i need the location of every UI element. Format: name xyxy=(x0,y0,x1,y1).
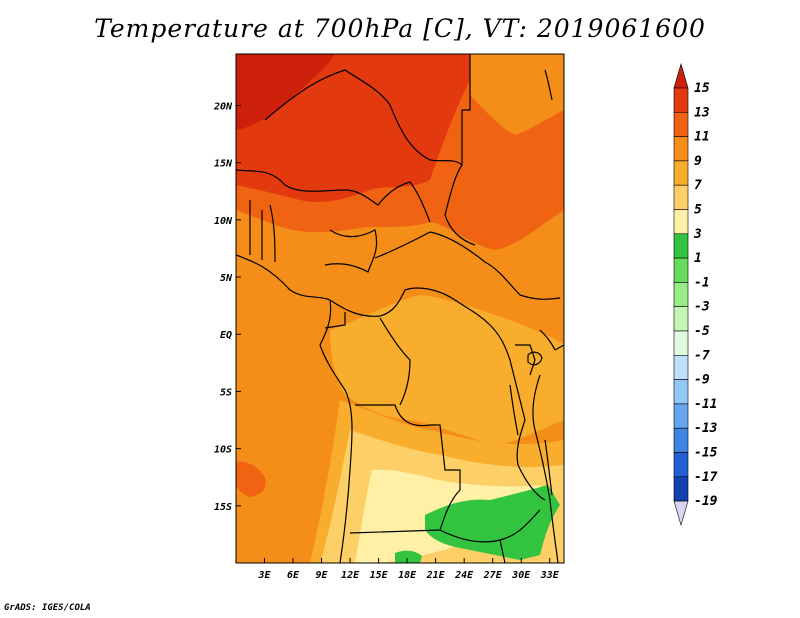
colorbar-label: -3 xyxy=(694,300,710,315)
field-1to3-southwest xyxy=(395,550,422,563)
border-sahara-north xyxy=(264,69,463,166)
colorbar-label: 1 xyxy=(694,251,702,266)
colorbar: 15 13 11 9 7 5 3 1 -1 -3 -5 -7 -9 -11 -13 -15 -17 -19 xyxy=(673,62,718,527)
coastline-east xyxy=(532,69,559,563)
temperature-field xyxy=(236,54,564,563)
colorbar-label: -17 xyxy=(694,470,718,485)
colorbar-label: -7 xyxy=(694,348,710,363)
lake-victoria xyxy=(527,351,543,366)
lat-tick-label: 15N xyxy=(214,159,233,170)
colorbar-segment xyxy=(673,136,689,162)
colorbar-label: -19 xyxy=(694,494,718,509)
longitude-axis: 3E 6E 9E 12E 15E 18E 21E 24E 27E 30E 33E xyxy=(257,558,560,581)
lat-tick-label: 10N xyxy=(214,216,233,227)
colorbar-label: -1 xyxy=(694,275,710,290)
colorbar-segment xyxy=(673,354,689,380)
lon-tick-label: 15E xyxy=(370,570,389,581)
border-congo xyxy=(324,312,411,406)
colorbar-label: 5 xyxy=(694,203,702,218)
colorbar-label: 9 xyxy=(694,154,702,169)
colorbar-segment xyxy=(673,330,689,356)
colorbar-segment xyxy=(673,282,689,307)
lat-tick-label: 5N xyxy=(220,273,233,284)
lake-tanganyika xyxy=(509,384,519,436)
field-11to13-atlantic xyxy=(236,461,266,497)
colorbar-segment xyxy=(673,209,689,235)
colorbar-label: 15 xyxy=(694,81,710,96)
lon-tick-label: 30E xyxy=(511,570,531,581)
map-title: Temperature at 700hPa [C], VT: 201906160… xyxy=(94,14,706,43)
lon-tick-label: 33E xyxy=(540,570,560,581)
lake-malawi xyxy=(544,439,553,496)
lat-tick-label: 15S xyxy=(214,502,232,513)
lon-tick-label: 3E xyxy=(257,570,271,581)
lon-tick-label: 9E xyxy=(316,570,329,581)
lon-tick-label: 24E xyxy=(454,570,474,581)
colorbar-over-triangle xyxy=(673,62,689,89)
border-central-1 xyxy=(324,229,378,273)
lon-tick-label: 21E xyxy=(426,570,446,581)
border-angola xyxy=(349,404,461,534)
colorbar-label: 3 xyxy=(693,227,702,242)
colorbar-segment xyxy=(673,233,689,259)
border-zambia xyxy=(439,509,541,563)
border-east-africa xyxy=(489,324,546,501)
colorbar-label: -15 xyxy=(694,446,718,461)
border-sahel xyxy=(236,169,431,223)
lon-tick-label: 18E xyxy=(398,570,417,581)
colorbar-segment xyxy=(673,160,689,186)
lat-tick-label: 20N xyxy=(213,101,233,112)
border-central-3 xyxy=(329,287,491,326)
lon-tick-label: 12E xyxy=(341,570,360,581)
colorbar-segment xyxy=(673,257,689,283)
coastline-west xyxy=(236,254,353,563)
colorbar-segment xyxy=(673,379,689,405)
colorbar-under-triangle xyxy=(673,500,689,527)
country-borders xyxy=(236,54,564,563)
lat-tick-label: 5S xyxy=(220,387,232,398)
border-horn xyxy=(519,294,564,351)
lat-tick-label: 10S xyxy=(214,445,232,456)
footer-credit: GrADS: IGES/COLA xyxy=(4,603,91,613)
latitude-axis: 20N 15N 10N 5N EQ 5S 10S 15S xyxy=(213,101,241,513)
colorbar-segment xyxy=(673,427,689,453)
border-west-coast-states xyxy=(249,200,276,263)
field-1to3 xyxy=(425,485,560,560)
lon-tick-label: 6E xyxy=(287,570,300,581)
border-vertical-east xyxy=(444,54,476,246)
lat-tick-label: EQ xyxy=(220,330,232,341)
colorbar-segment xyxy=(673,87,689,113)
colorbar-label: 11 xyxy=(694,130,710,145)
colorbar-label: -5 xyxy=(694,324,710,339)
lon-tick-label: 27E xyxy=(483,570,503,581)
field-above-15 xyxy=(236,54,335,130)
border-central-2 xyxy=(374,231,521,296)
map-frame xyxy=(235,53,565,564)
colorbar-segment xyxy=(673,306,689,332)
field-9to11-northeast xyxy=(470,54,564,135)
colorbar-label: -13 xyxy=(694,421,718,436)
colorbar-segment xyxy=(673,476,689,502)
colorbar-segment xyxy=(673,112,689,137)
colorbar-label: 7 xyxy=(694,178,702,193)
colorbar-label: -9 xyxy=(694,373,710,388)
colorbar-segment xyxy=(673,452,689,478)
colorbar-segment xyxy=(673,403,689,429)
colorbar-label: -11 xyxy=(694,397,717,412)
colorbar-label: 13 xyxy=(694,105,710,120)
colorbar-segment xyxy=(673,184,689,210)
